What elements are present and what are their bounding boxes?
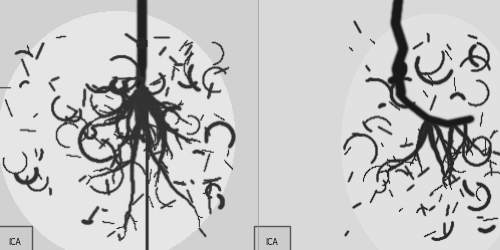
- Text: B: B: [266, 234, 279, 250]
- Text: A: A: [8, 234, 22, 250]
- Text: ICA: ICA: [8, 237, 21, 246]
- Text: ICA: ICA: [266, 237, 278, 246]
